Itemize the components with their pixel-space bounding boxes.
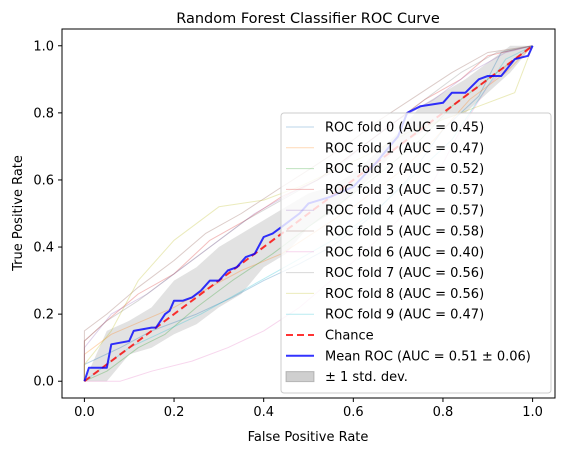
legend-label: ROC fold 3 (AUC = 0.57) [325, 183, 484, 198]
x-tick-label: 0.2 [164, 405, 185, 420]
mean-roc-line [83, 45, 534, 382]
legend-label: ROC fold 8 (AUC = 0.56) [325, 287, 484, 302]
legend-label: ROC fold 5 (AUC = 0.58) [325, 225, 484, 240]
x-tick-label: 0.4 [253, 405, 274, 420]
chart-title: Random Forest Classifier ROC Curve [176, 11, 440, 27]
legend-label: ROC fold 9 (AUC = 0.47) [325, 308, 484, 323]
legend-handle-band [285, 371, 315, 383]
legend-label: ROC fold 0 (AUC = 0.45) [325, 121, 484, 136]
axes-frame [61, 28, 556, 399]
legend-label: ± 1 std. dev. [325, 370, 408, 385]
legend-label: ROC fold 4 (AUC = 0.57) [325, 204, 484, 219]
y-tick-label: 0.2 [33, 308, 54, 323]
legend-label: ROC fold 2 (AUC = 0.52) [325, 162, 484, 177]
x-tick-label: 0.6 [343, 405, 364, 420]
y-tick-label: 0.4 [33, 241, 54, 256]
y-tick-label: 0.0 [33, 375, 54, 390]
y-tick-label: 1.0 [33, 39, 54, 54]
legend-box [280, 112, 552, 394]
y-axis-label: True Positive Rate [11, 155, 26, 272]
roc-fold-line-5 [83, 45, 533, 382]
legend-label: ROC fold 6 (AUC = 0.40) [325, 245, 484, 260]
legend-label: ROC fold 1 (AUC = 0.47) [325, 141, 484, 156]
y-tick-label: 0.8 [33, 106, 54, 121]
legend-label: ROC fold 7 (AUC = 0.56) [325, 266, 484, 281]
y-axis: 0.0 0.2 0.4 0.6 0.8 1.0 [33, 39, 62, 390]
legend-label: Chance [325, 329, 374, 344]
x-tick-label: 0.8 [433, 405, 454, 420]
x-axis-label: False Positive Rate [248, 430, 369, 445]
x-tick-label: 1.0 [522, 405, 543, 420]
legend-label: Mean ROC (AUC = 0.51 ± 0.06) [325, 349, 531, 364]
x-tick-label: 0.0 [74, 405, 95, 420]
x-axis: 0.0 0.2 0.4 0.6 0.8 1.0 [74, 398, 543, 420]
legend: ROC fold 0 (AUC = 0.45) ROC fold 1 (AUC =… [280, 112, 552, 394]
y-tick-label: 0.6 [33, 173, 54, 188]
